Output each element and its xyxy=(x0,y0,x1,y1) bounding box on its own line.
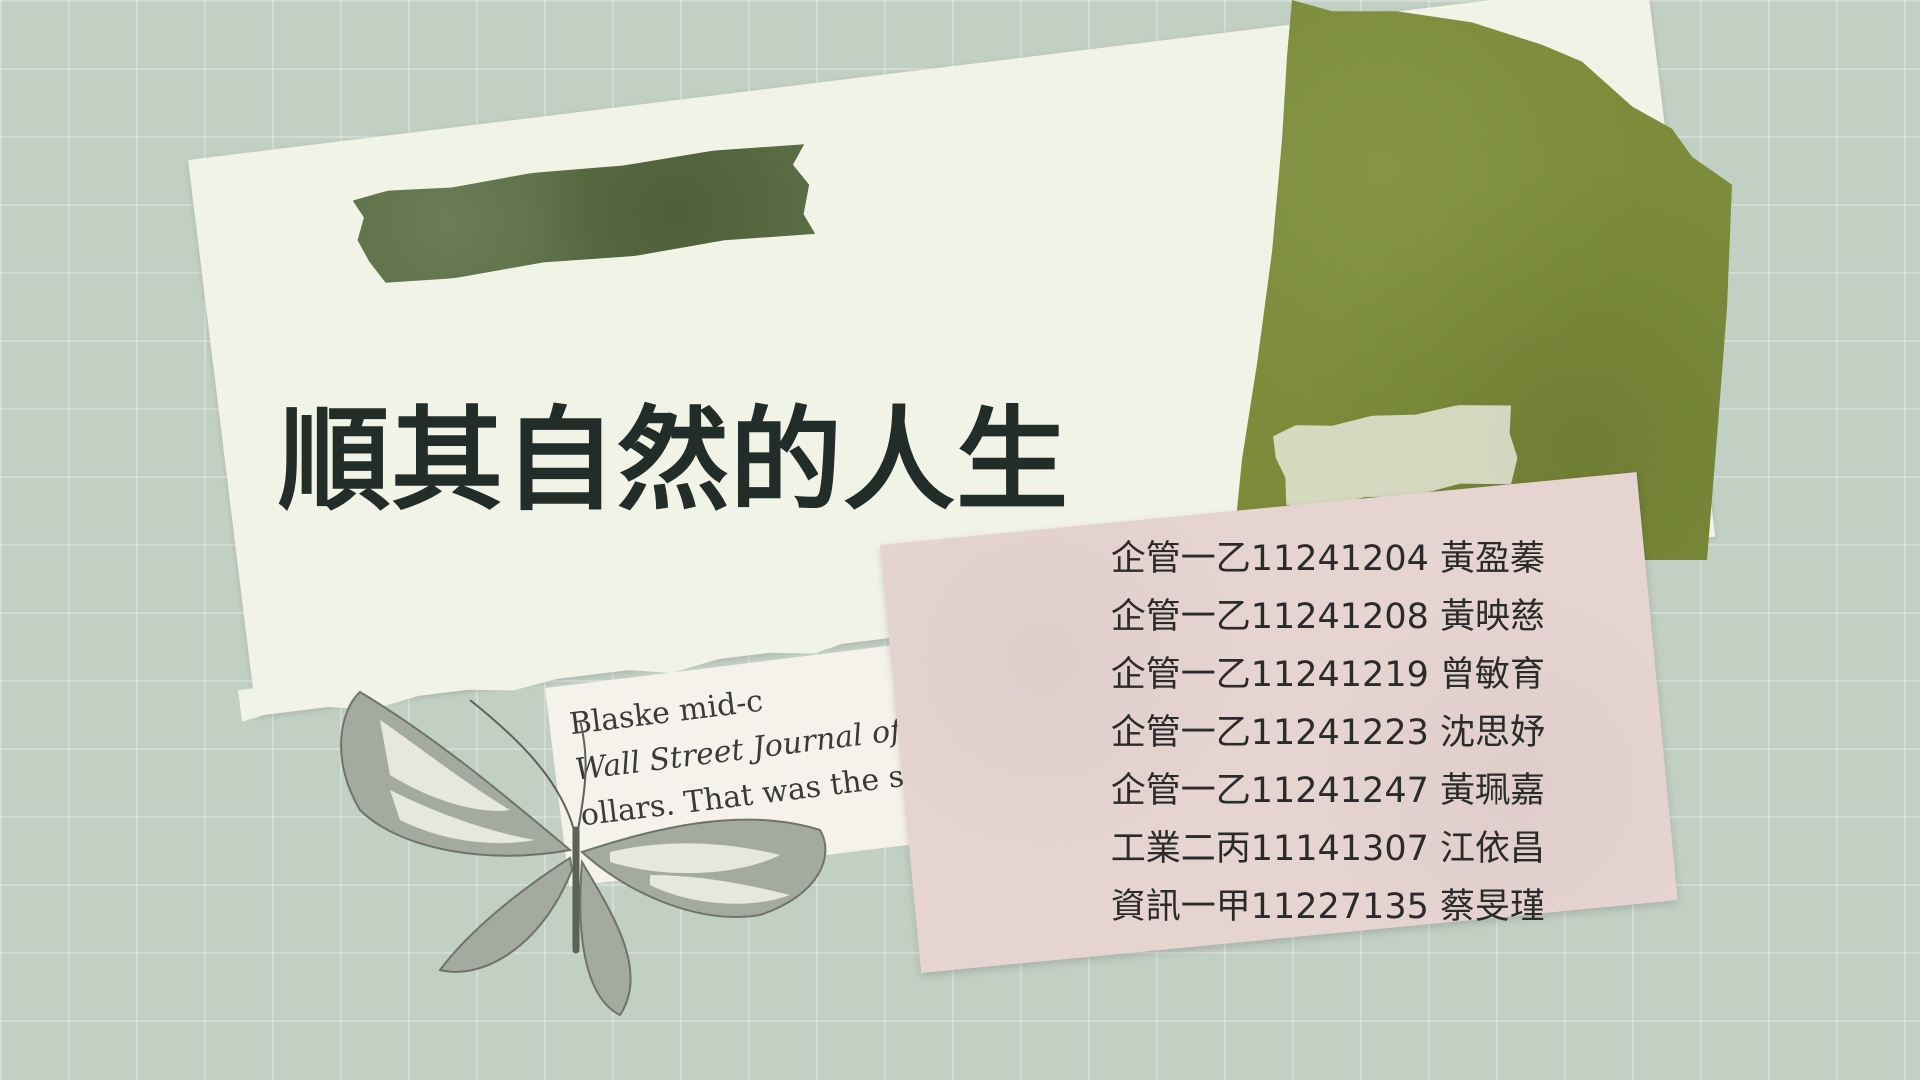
butterfly-antenna-right xyxy=(577,719,587,831)
member-line-4: 企管一乙11241223 沈思妤 xyxy=(1110,713,1545,753)
member-line-2: 企管一乙11241208 黃映慈 xyxy=(1110,597,1545,637)
butterfly-illustration xyxy=(340,690,827,1017)
slide-title: 順其自然的人生 xyxy=(278,396,1069,526)
member-line-1: 企管一乙11241204 黃盈蓁 xyxy=(1110,539,1545,579)
butterfly-left-lower-wing xyxy=(438,856,574,973)
member-line-7: 資訊一甲11227135 蔡旻瑾 xyxy=(1110,887,1545,927)
member-line-6: 工業二丙11141307 江依昌 xyxy=(1110,829,1545,869)
butterfly-antenna-left xyxy=(469,699,575,831)
member-line-3: 企管一乙11241219 曾敏育 xyxy=(1110,655,1545,695)
member-list: 企管一乙11241204 黃盈蓁 企管一乙11241208 黃映慈 企管一乙11… xyxy=(1000,530,1545,936)
member-line-5: 企管一乙11241247 黃珮嘉 xyxy=(1110,771,1545,811)
butterfly-right-lower-wing xyxy=(579,858,632,1017)
